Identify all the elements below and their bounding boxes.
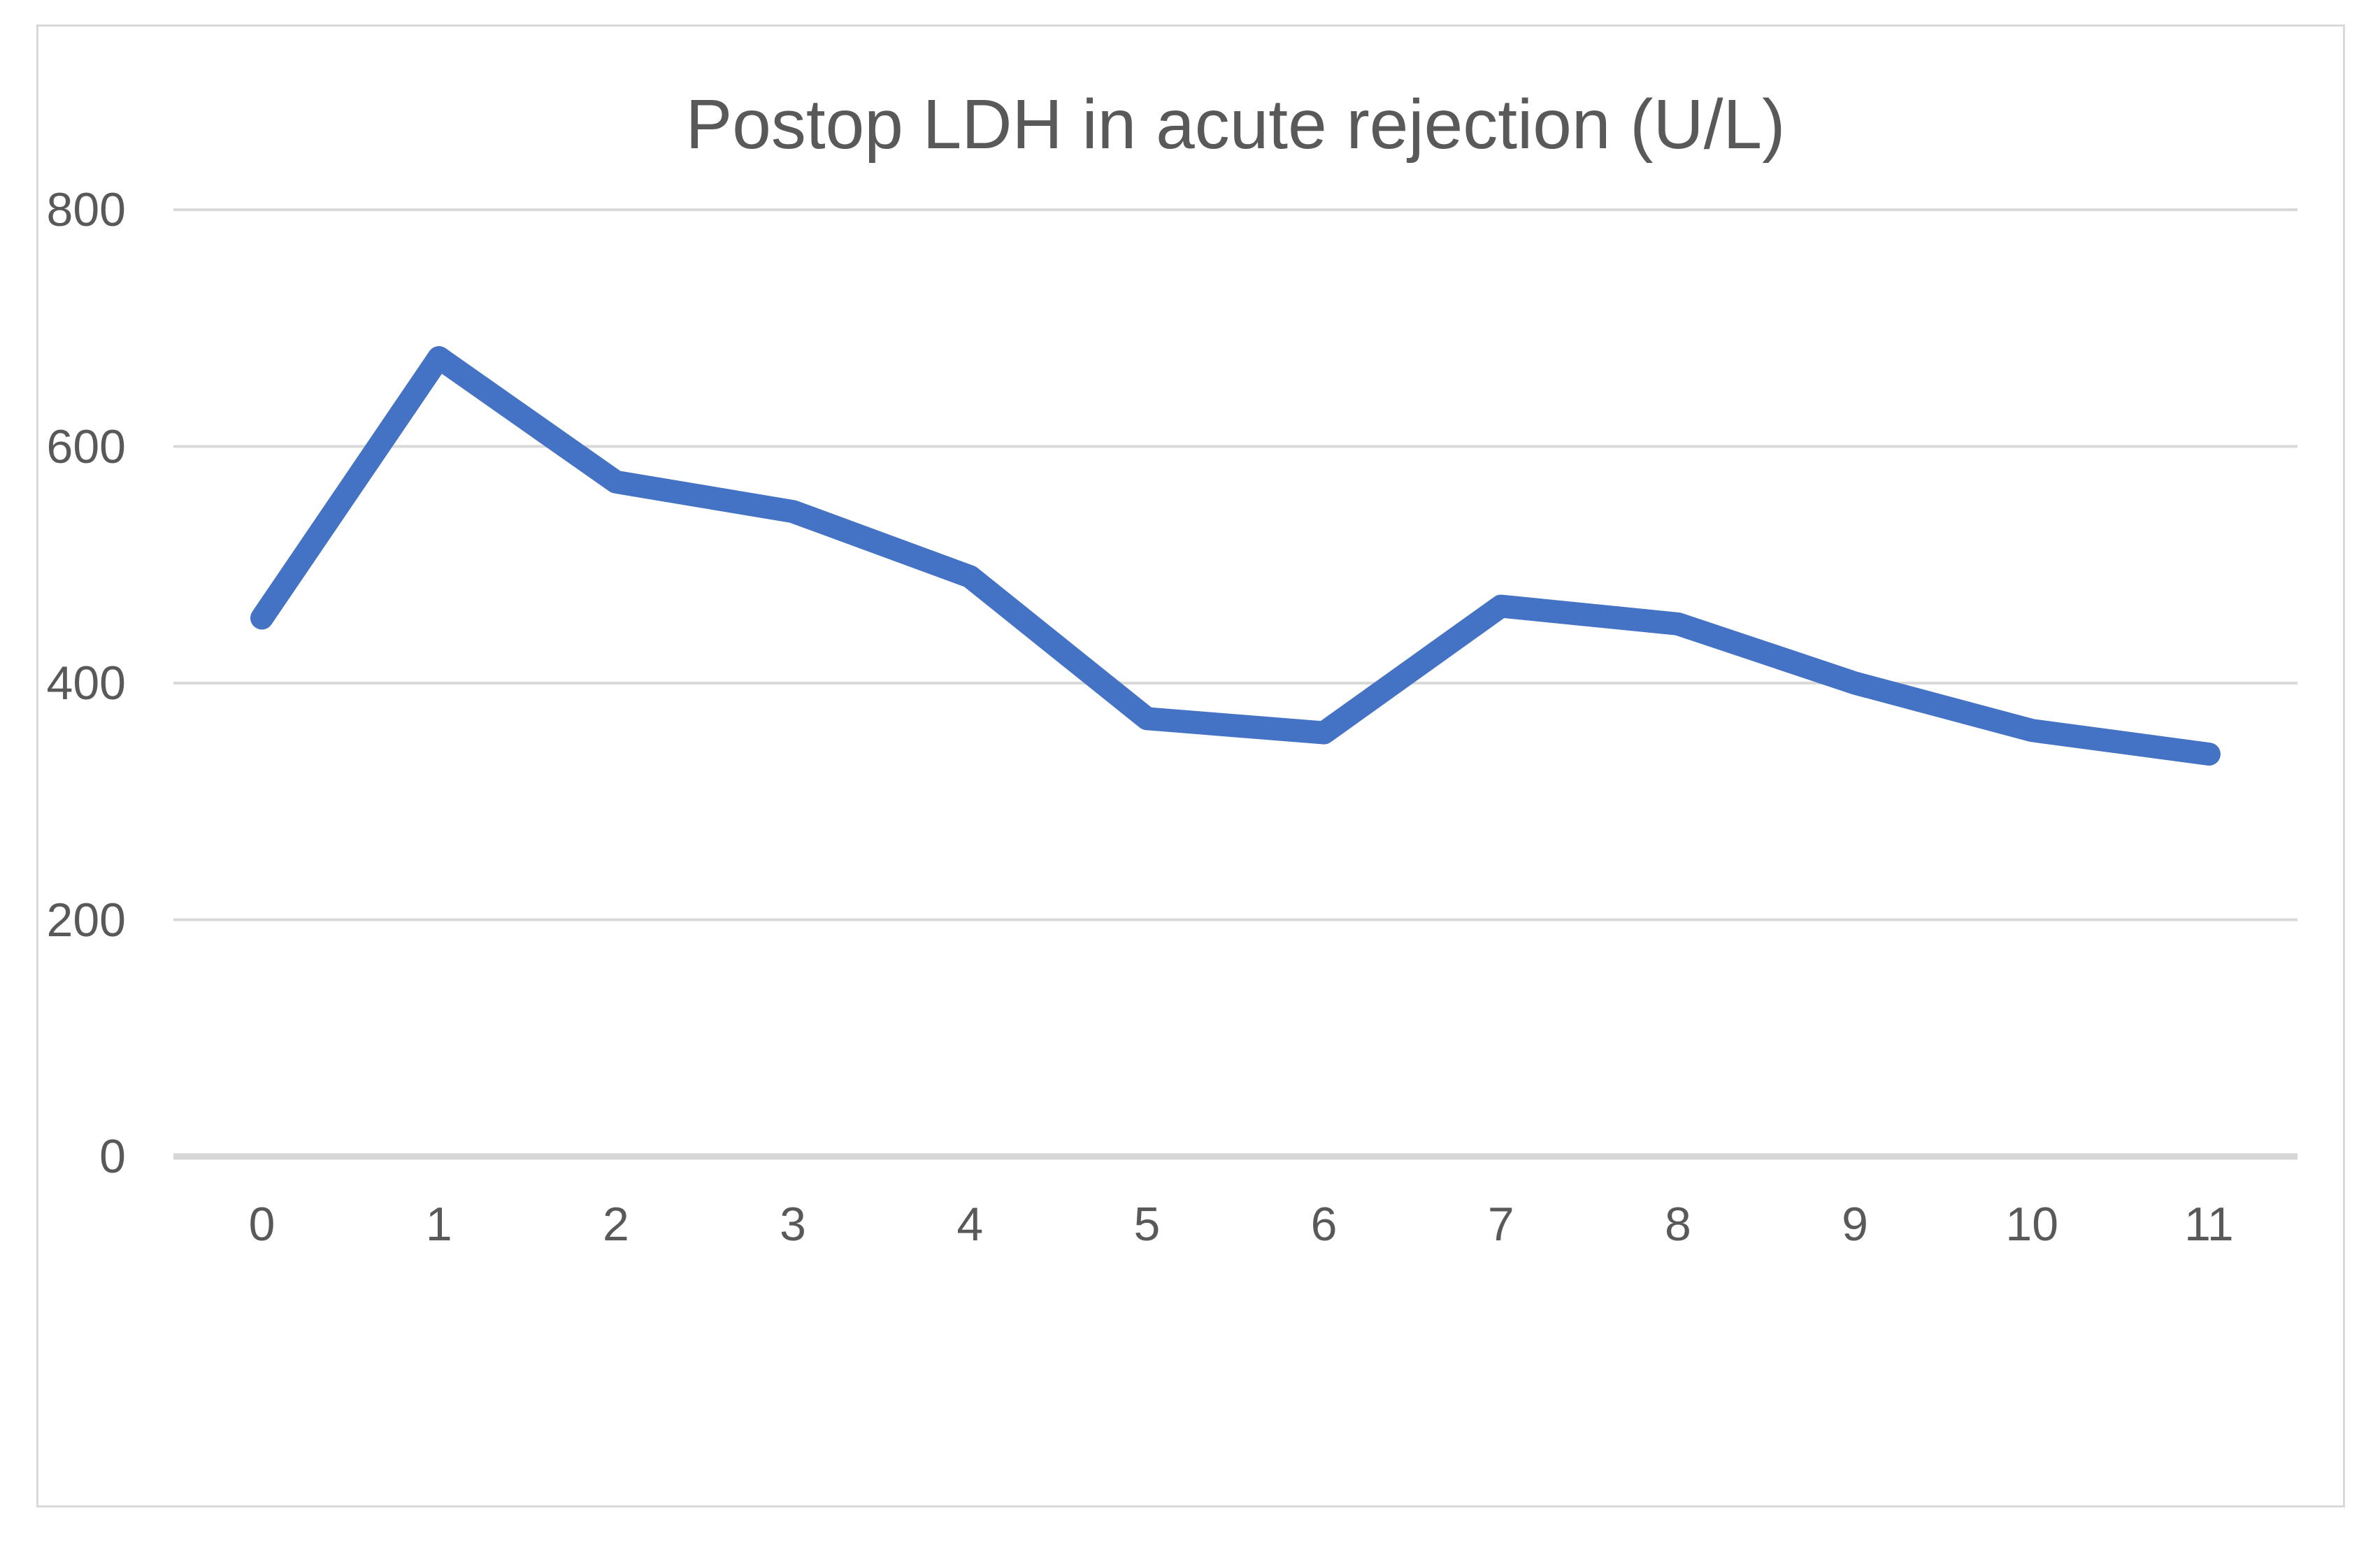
x-tick-label: 11 bbox=[2184, 1198, 2234, 1251]
x-tick-label: 8 bbox=[1664, 1198, 1691, 1251]
y-tick-label: 400 bbox=[46, 657, 126, 710]
x-tick-label: 5 bbox=[1133, 1198, 1161, 1251]
x-tick-label: 9 bbox=[1842, 1198, 1868, 1251]
ldh-series-line bbox=[250, 346, 2221, 766]
chart-outer-frame bbox=[36, 24, 2345, 1507]
x-tick-label: 1 bbox=[425, 1198, 452, 1251]
y-tick-label: 0 bbox=[99, 1130, 126, 1183]
x-tick-label: 7 bbox=[1487, 1198, 1514, 1251]
x-tick-label: 4 bbox=[956, 1198, 984, 1251]
x-tick-label: 6 bbox=[1310, 1198, 1338, 1251]
x-tick-label: 0 bbox=[248, 1198, 275, 1251]
chart-title: Postop LDH in acute rejection (U/L) bbox=[685, 85, 1786, 164]
y-tick-label: 800 bbox=[46, 183, 126, 236]
x-tick-label: 10 bbox=[2005, 1198, 2059, 1251]
y-tick-label: 600 bbox=[46, 420, 126, 473]
y-tick-label: 200 bbox=[46, 893, 126, 947]
x-tick-label: 2 bbox=[602, 1198, 629, 1251]
gridlines bbox=[173, 208, 2297, 1160]
x-tick-label: 3 bbox=[780, 1198, 806, 1251]
